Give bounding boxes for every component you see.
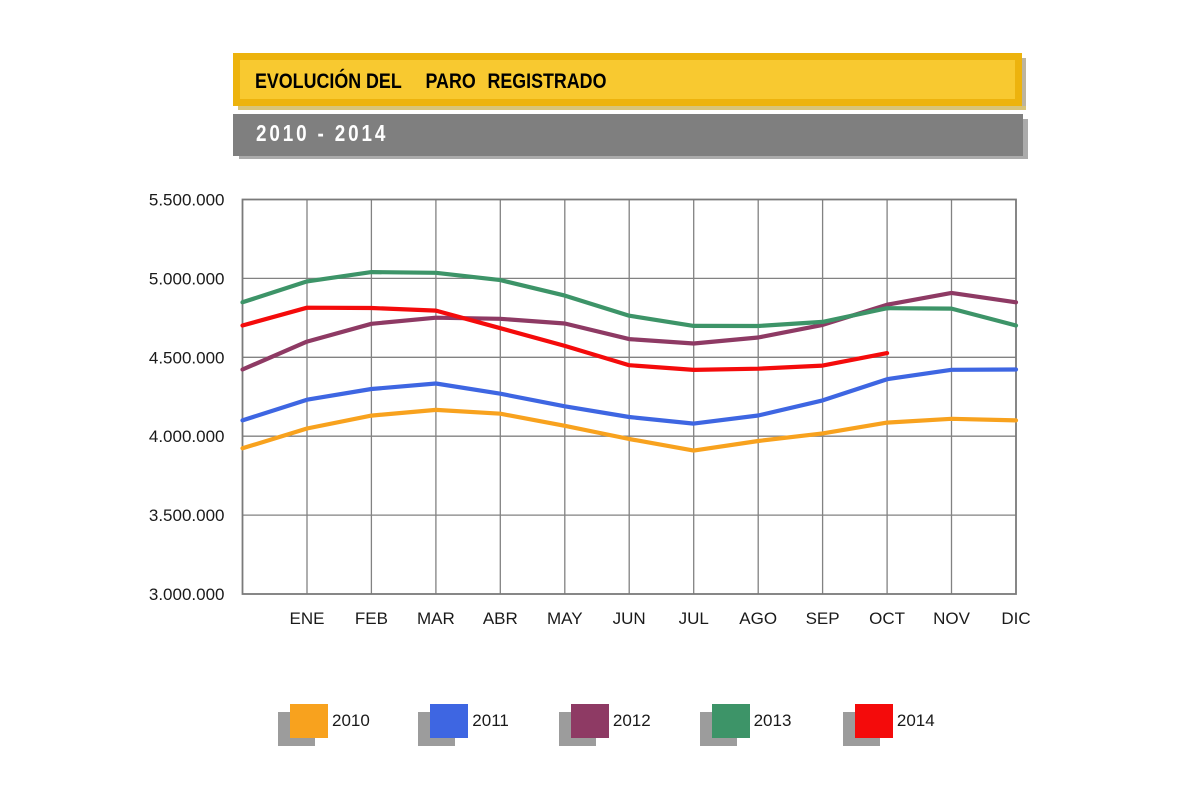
svg-text:4.000.000: 4.000.000 <box>149 427 225 446</box>
svg-text:JUN: JUN <box>613 609 646 628</box>
svg-text:JUL: JUL <box>679 609 709 628</box>
svg-text:MAR: MAR <box>417 609 455 628</box>
svg-text:5.000.000: 5.000.000 <box>149 269 225 288</box>
svg-text:FEB: FEB <box>355 609 388 628</box>
svg-text:NOV: NOV <box>933 609 971 628</box>
svg-text:ABR: ABR <box>483 609 518 628</box>
svg-text:5.500.000: 5.500.000 <box>149 191 225 210</box>
svg-text:4.500.000: 4.500.000 <box>149 348 225 367</box>
svg-text:ENE: ENE <box>290 609 325 628</box>
svg-text:AGO: AGO <box>739 609 777 628</box>
svg-text:OCT: OCT <box>869 609 905 628</box>
svg-text:3.500.000: 3.500.000 <box>149 506 225 525</box>
svg-text:3.000.000: 3.000.000 <box>149 585 225 604</box>
svg-text:SEP: SEP <box>806 609 840 628</box>
svg-text:DIC: DIC <box>1001 609 1030 628</box>
svg-text:MAY: MAY <box>547 609 583 628</box>
